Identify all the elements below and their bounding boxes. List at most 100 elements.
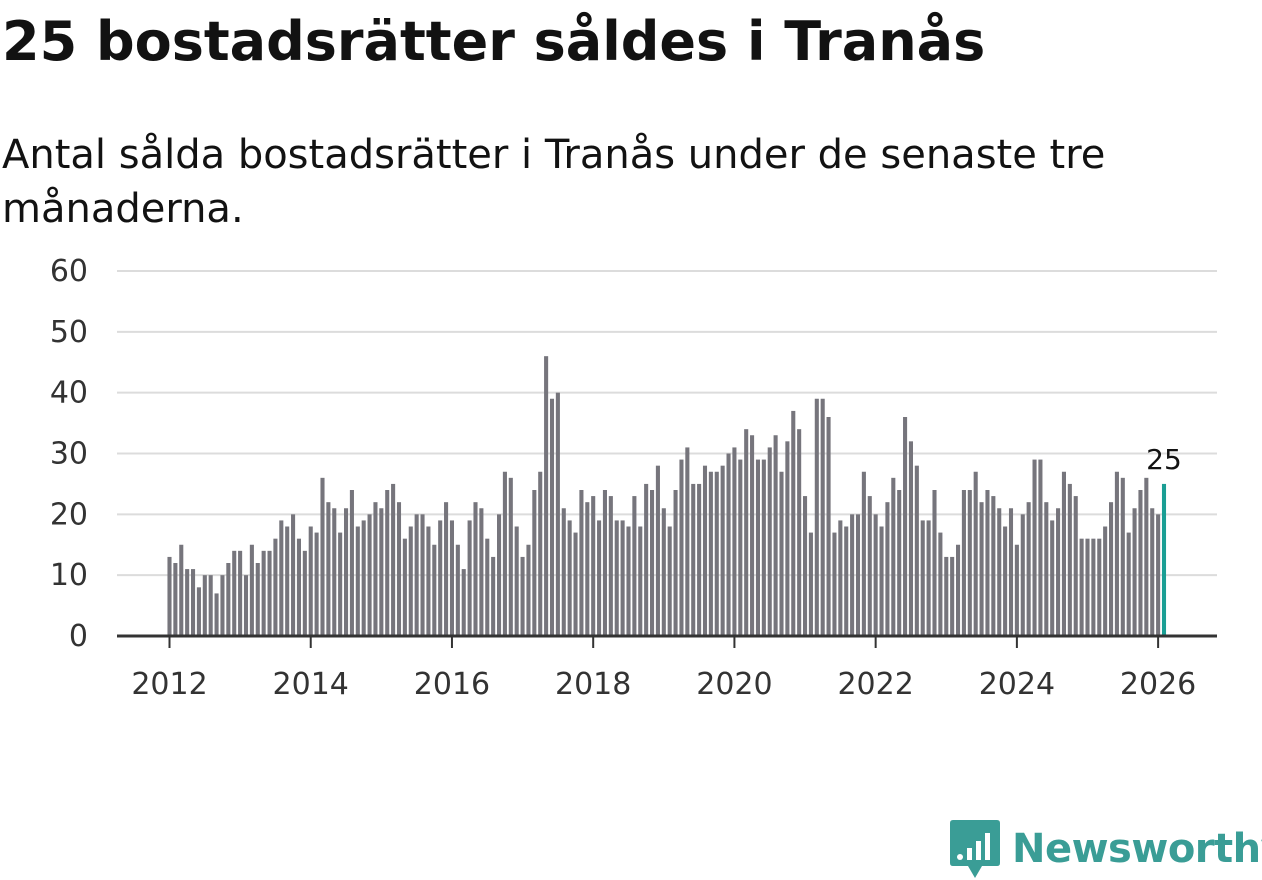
bar (279, 520, 284, 636)
bar (744, 429, 749, 636)
bar (432, 544, 437, 636)
bar (638, 526, 643, 636)
x-tick-label: 2020 (696, 667, 772, 702)
bar (1156, 514, 1161, 636)
bar (655, 465, 660, 636)
highlight-value-label: 25 (1146, 443, 1182, 476)
bar (891, 477, 896, 636)
x-tick-label: 2016 (414, 667, 490, 702)
bar (414, 514, 419, 636)
bar (285, 526, 290, 636)
bar (673, 490, 678, 636)
bar (532, 490, 537, 636)
bar (1138, 490, 1143, 636)
bar (1067, 483, 1072, 636)
bar (702, 465, 708, 636)
y-tick-label: 0 (69, 619, 88, 654)
bar (914, 465, 919, 636)
bar (750, 435, 755, 636)
bar (349, 490, 354, 636)
bar (791, 410, 796, 636)
bar (185, 569, 190, 636)
bar (1132, 508, 1137, 636)
bar (844, 526, 849, 636)
bar (879, 526, 884, 636)
bar (1073, 496, 1078, 636)
bar (473, 502, 478, 636)
bar (661, 508, 666, 636)
bar (526, 544, 531, 636)
bar (373, 502, 378, 636)
bar (344, 508, 349, 636)
bar (226, 563, 231, 636)
bar (520, 556, 525, 636)
bar (1109, 502, 1114, 636)
bar (1091, 538, 1096, 636)
bar (1020, 514, 1025, 636)
x-tick-label: 2012 (131, 667, 207, 702)
bar (255, 563, 260, 636)
bar (426, 526, 431, 636)
bar (779, 471, 784, 636)
bar (679, 459, 684, 636)
bar (861, 471, 866, 636)
bar (1044, 502, 1049, 636)
bar (932, 490, 937, 636)
bar (820, 398, 825, 636)
bar (567, 520, 572, 636)
bar (538, 471, 543, 636)
bar (1085, 538, 1090, 636)
y-tick-label: 50 (50, 315, 88, 350)
bar (738, 459, 743, 636)
newsworthy-logo-icon (950, 820, 1000, 878)
bar (826, 417, 831, 636)
bar (997, 508, 1002, 636)
bar (1150, 508, 1155, 636)
bar (261, 550, 266, 636)
bar (855, 514, 861, 636)
bar (867, 496, 872, 636)
bar (926, 520, 931, 636)
bar (491, 556, 496, 636)
bar (1056, 508, 1061, 636)
x-tick-label: 2022 (837, 667, 913, 702)
bar (385, 490, 390, 636)
bar (249, 544, 254, 636)
bar (608, 496, 613, 636)
bar (1008, 508, 1014, 636)
bar (691, 483, 696, 636)
bar (167, 556, 172, 636)
bar (320, 477, 325, 636)
bar (726, 453, 731, 636)
bar (708, 471, 713, 636)
bar (396, 502, 402, 636)
bar (326, 502, 331, 636)
bar (1126, 532, 1131, 636)
bar (408, 526, 413, 636)
bar (361, 520, 366, 636)
bar (897, 490, 902, 636)
bar (296, 538, 301, 636)
newsworthy-brand: Newsworthy (950, 818, 1262, 880)
bar (591, 496, 596, 636)
bar (208, 575, 213, 636)
bar (773, 435, 778, 636)
bar (1061, 471, 1066, 636)
bar (632, 496, 637, 636)
bar (903, 417, 908, 636)
bar (379, 508, 384, 636)
y-tick-label: 40 (50, 376, 88, 411)
bar (814, 398, 819, 636)
bar (173, 563, 178, 636)
bar (1038, 459, 1043, 636)
bar (832, 532, 837, 636)
x-tick-label: 2024 (979, 667, 1055, 702)
bar (514, 526, 519, 636)
bar (838, 520, 843, 636)
bar (961, 490, 966, 636)
bar (555, 392, 560, 636)
bar (626, 526, 631, 636)
highlight-bar (1161, 483, 1167, 636)
bar (497, 514, 502, 636)
bar (455, 544, 460, 636)
